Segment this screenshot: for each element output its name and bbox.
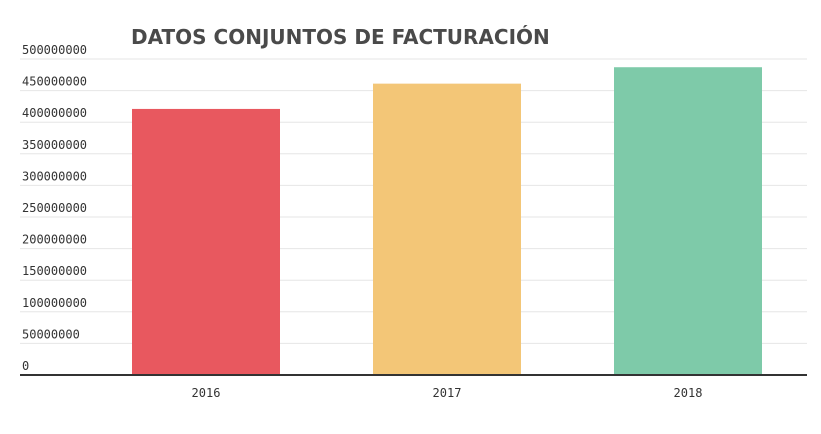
chart-title: DATOS CONJUNTOS DE FACTURACIÓN [131, 25, 550, 49]
y-tick-label: 500000000 [22, 43, 87, 57]
bar-2017 [373, 83, 521, 375]
y-axis-ticks: 0 50000000 100000000 150000000 200000000 2500… [22, 43, 87, 373]
x-tick-label: 2017 [433, 386, 462, 400]
x-tick-label: 2016 [192, 386, 221, 400]
y-tick-label: 450000000 [22, 75, 87, 89]
y-tick-label: 50000000 [22, 327, 80, 341]
bar-2016 [132, 108, 280, 375]
y-tick-label: 0 [22, 359, 29, 373]
y-tick-label: 100000000 [22, 296, 87, 310]
y-tick-label: 200000000 [22, 233, 87, 247]
bar-2018 [614, 67, 762, 375]
x-axis-ticks: 2016 2017 2018 [192, 386, 703, 400]
y-tick-label: 300000000 [22, 169, 87, 183]
y-tick-label: 150000000 [22, 264, 87, 278]
bars [132, 67, 762, 375]
y-tick-label: 250000000 [22, 201, 87, 215]
x-tick-label: 2018 [674, 386, 703, 400]
y-tick-label: 400000000 [22, 106, 87, 120]
y-tick-label: 350000000 [22, 138, 87, 152]
